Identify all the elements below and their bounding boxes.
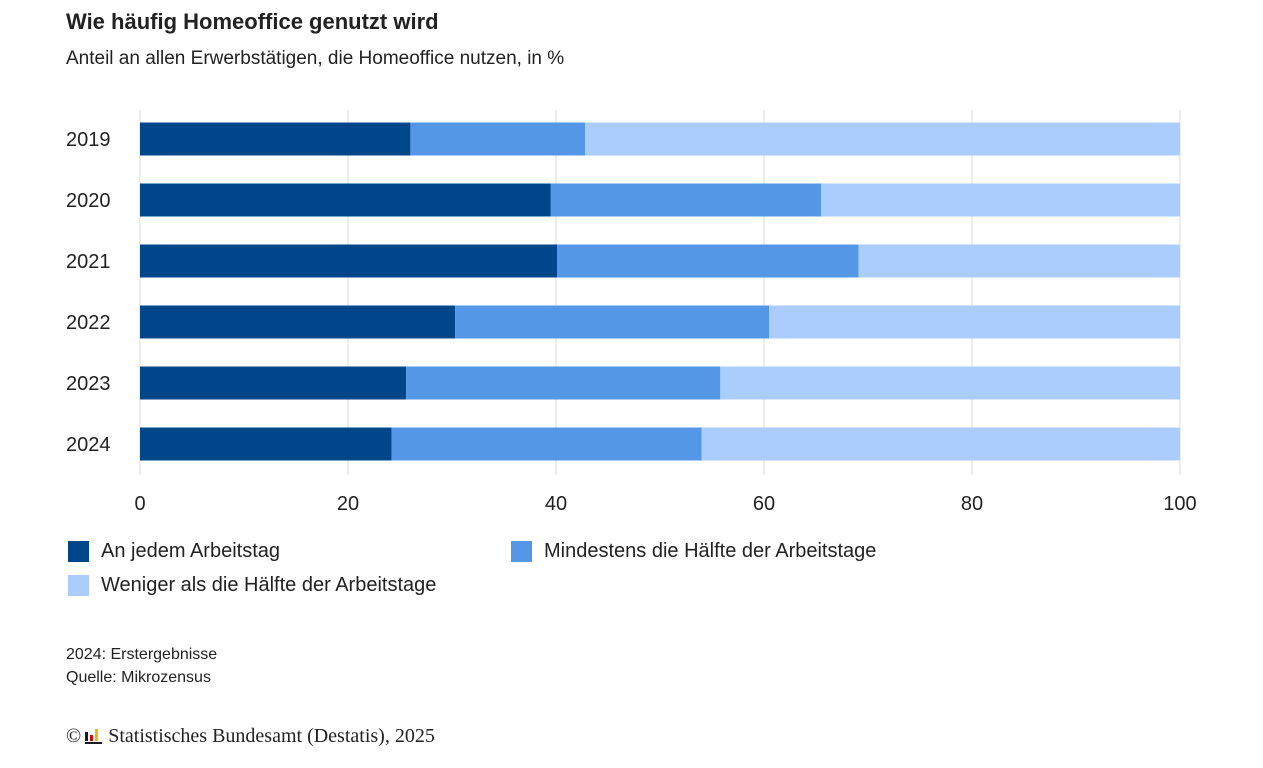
bar-segment-2019-2[interactable]: 2019 – Mindestens die Hälfte der Arbeits… bbox=[410, 122, 586, 156]
bar-segment-2022-1[interactable]: 2022 – An jedem Arbeitstag: 30.3 % bbox=[140, 305, 456, 339]
bar-segment-2019-1[interactable]: 2019 – An jedem Arbeitstag: 26 % bbox=[140, 122, 411, 156]
y-category-label: 2020 bbox=[66, 190, 111, 212]
destatis-logo-icon bbox=[85, 729, 103, 744]
bar-segment-2024-3[interactable]: 2024 – Weniger als die Hälfte der Arbeit… bbox=[701, 427, 1180, 461]
legend-label: An jedem Arbeitstag bbox=[101, 540, 280, 562]
legend: An jedem Arbeitstag Mindestens die Hälft… bbox=[68, 540, 1168, 610]
bar-segment-2020-3[interactable]: 2020 – Weniger als die Hälfte der Arbeit… bbox=[821, 183, 1180, 217]
bars-layer: 2019 – An jedem Arbeitstag: 26 %2019 – M… bbox=[140, 122, 1180, 461]
bar-segment-2023-1[interactable]: 2023 – An jedem Arbeitstag: 25.6 % bbox=[140, 366, 407, 400]
note-preliminary: 2024: Erstergebnisse bbox=[66, 646, 218, 663]
x-axis-labels: 0 20 40 60 80 100 bbox=[134, 493, 1196, 515]
chart-notes: 2024: Erstergebnisse Quelle: Mikrozensus bbox=[66, 643, 217, 689]
copyright-symbol: © bbox=[66, 725, 82, 747]
y-category-label: 2022 bbox=[66, 312, 111, 334]
legend-swatch-half-days bbox=[511, 541, 532, 562]
x-tick-label: 20 bbox=[337, 493, 359, 515]
x-tick-label: 80 bbox=[961, 493, 983, 515]
copyright: © Statistisches Bundesamt (Destatis), 20… bbox=[66, 725, 435, 748]
y-category-label: 2019 bbox=[66, 129, 111, 151]
bar-segment-2019-3[interactable]: 2019 – Weniger als die Hälfte der Arbeit… bbox=[585, 122, 1180, 156]
bar-segment-2021-1[interactable]: 2021 – An jedem Arbeitstag: 40.1 % bbox=[140, 244, 558, 278]
x-tick-label: 100 bbox=[1163, 493, 1196, 515]
y-category-label: 2021 bbox=[66, 251, 111, 273]
legend-item-half-days[interactable]: Mindestens die Hälfte der Arbeitstage bbox=[511, 540, 876, 563]
bar-segment-2021-3[interactable]: 2021 – Weniger als die Hälfte der Arbeit… bbox=[858, 244, 1180, 278]
bar-segment-2020-1[interactable]: 2020 – An jedem Arbeitstag: 39.5 % bbox=[140, 183, 551, 217]
bar-segment-2021-2[interactable]: 2021 – Mindestens die Hälfte der Arbeits… bbox=[557, 244, 859, 278]
grid-layer bbox=[139, 110, 1181, 475]
legend-label: Mindestens die Hälfte der Arbeitstage bbox=[544, 540, 877, 562]
legend-swatch-every-day bbox=[68, 541, 89, 562]
legend-item-every-day[interactable]: An jedem Arbeitstag bbox=[68, 540, 280, 563]
y-category-label: 2023 bbox=[66, 373, 111, 395]
legend-item-less-than-half[interactable]: Weniger als die Hälfte der Arbeitstage bbox=[68, 574, 436, 597]
y-category-label: 2024 bbox=[66, 434, 111, 456]
x-tick-label: 40 bbox=[545, 493, 567, 515]
bar-segment-2023-2[interactable]: 2023 – Mindestens die Hälfte der Arbeits… bbox=[406, 366, 721, 400]
legend-label: Weniger als die Hälfte der Arbeitstage bbox=[101, 574, 437, 596]
bar-segment-2020-2[interactable]: 2020 – Mindestens die Hälfte der Arbeits… bbox=[550, 183, 822, 217]
bar-chart: 2019 – An jedem Arbeitstag: 26 %2019 – M… bbox=[66, 110, 1197, 515]
legend-swatch-less-than-half bbox=[68, 575, 89, 596]
chart-title: Wie häufig Homeoffice genutzt wird bbox=[66, 9, 439, 34]
bar-segment-2022-2[interactable]: 2022 – Mindestens die Hälfte der Arbeits… bbox=[455, 305, 770, 339]
bar-segment-2024-2[interactable]: 2024 – Mindestens die Hälfte der Arbeits… bbox=[391, 427, 702, 461]
bar-segment-2024-1[interactable]: 2024 – An jedem Arbeitstag: 24.2 % bbox=[140, 427, 392, 461]
note-source: Quelle: Mikrozensus bbox=[66, 669, 211, 686]
copyright-text: Statistisches Bundesamt (Destatis), 2025 bbox=[108, 725, 435, 747]
bar-segment-2022-3[interactable]: 2022 – Weniger als die Hälfte der Arbeit… bbox=[769, 305, 1180, 339]
x-tick-label: 0 bbox=[134, 493, 145, 515]
chart-subtitle: Anteil an allen Erwerbstätigen, die Home… bbox=[66, 48, 565, 69]
bar-segment-2023-3[interactable]: 2023 – Weniger als die Hälfte der Arbeit… bbox=[720, 366, 1180, 400]
x-tick-label: 60 bbox=[753, 493, 775, 515]
y-axis-labels: 2019 2020 2021 2022 2023 2024 bbox=[66, 129, 111, 456]
